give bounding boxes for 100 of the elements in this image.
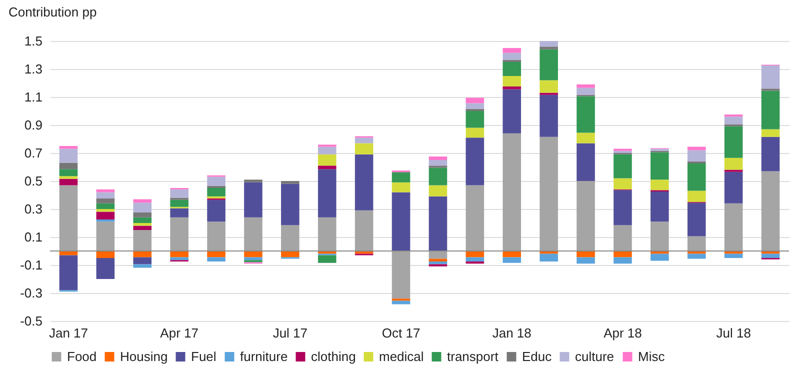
y-tick-label: 1.5 [24, 34, 42, 48]
bar [614, 178, 632, 190]
bar [576, 84, 595, 88]
bar [318, 146, 336, 154]
bar [318, 154, 336, 166]
bar [207, 222, 226, 251]
bar [59, 146, 78, 149]
bar [687, 146, 706, 150]
bar [428, 185, 448, 196]
y-axis-title: Contribution pp [8, 4, 97, 20]
y-tick-label: 1.1 [24, 90, 42, 104]
bar [133, 257, 152, 264]
bar [687, 202, 706, 236]
bar [502, 48, 522, 53]
bar [59, 169, 78, 176]
bar [761, 136, 780, 172]
bar [428, 251, 448, 259]
bar [502, 86, 522, 90]
x-tick-label: Apr 18 [604, 326, 642, 340]
bar [724, 116, 743, 124]
bar [761, 66, 780, 89]
bar [687, 251, 706, 254]
bar [133, 199, 152, 203]
bar [650, 192, 669, 222]
bar [502, 133, 522, 251]
bar [576, 143, 595, 181]
bar [540, 46, 558, 50]
x-tick-label: Apr 17 [160, 326, 198, 340]
bar [170, 217, 188, 251]
bar [540, 94, 558, 137]
bar [170, 189, 188, 198]
bar [687, 254, 706, 259]
bar [466, 98, 484, 104]
bar [614, 225, 632, 251]
bar [244, 182, 262, 218]
bar [761, 171, 780, 251]
x-tick-label: Oct 17 [382, 326, 420, 340]
bar [59, 148, 78, 163]
bar [354, 138, 374, 144]
bar [650, 180, 669, 190]
bar [244, 257, 262, 260]
x-tick-label: Jan 17 [48, 326, 88, 340]
bar [428, 168, 448, 186]
bar [354, 143, 374, 154]
x-tick-label: Jan 18 [492, 326, 532, 340]
bar [614, 251, 632, 258]
bar [96, 192, 115, 198]
bar [614, 154, 632, 178]
bar [133, 226, 152, 230]
bar [576, 181, 595, 251]
bar [502, 257, 522, 263]
bar [318, 166, 336, 170]
legend-label: transport [447, 348, 499, 364]
legend-label: medical [379, 348, 424, 364]
bar [281, 184, 300, 226]
bar [392, 192, 410, 251]
bar [59, 178, 78, 186]
bar [170, 257, 188, 260]
y-tick-label: -0.5 [20, 314, 42, 328]
bar [318, 169, 336, 218]
bar [96, 222, 115, 251]
bar [244, 251, 262, 258]
bar [576, 251, 595, 258]
legend-label: Fuel [191, 348, 216, 364]
bar [466, 138, 484, 186]
bar [761, 90, 780, 130]
bar [650, 251, 669, 254]
bar [354, 154, 374, 210]
bar [502, 52, 522, 60]
bar [318, 255, 336, 263]
bar [576, 88, 595, 95]
y-tick-label: -0.3 [20, 286, 42, 300]
bar [133, 212, 152, 218]
x-tick-label: Jul 17 [272, 326, 308, 340]
bar [428, 262, 448, 264]
bar [502, 251, 522, 258]
bar [244, 217, 262, 251]
bar [59, 185, 78, 251]
y-tick-label: 0.1 [24, 230, 42, 244]
bar [650, 254, 669, 261]
legend-label: clothing [311, 348, 356, 364]
bar [207, 257, 226, 262]
bar [540, 49, 558, 80]
bar [540, 254, 558, 262]
bar [133, 251, 152, 258]
bar [392, 182, 410, 192]
bar [392, 251, 410, 299]
bar [281, 251, 300, 258]
bar [392, 172, 410, 182]
bar [614, 257, 632, 264]
legend-label: furniture [240, 348, 288, 364]
bar [576, 96, 595, 133]
bar [207, 176, 226, 186]
bar [170, 200, 188, 207]
bar [207, 251, 226, 258]
y-tick-label: 0.7 [24, 146, 42, 160]
bar [466, 103, 484, 109]
y-tick-label: 0.3 [24, 202, 42, 216]
bar [540, 80, 558, 93]
y-tick-label: -0.1 [20, 258, 42, 272]
